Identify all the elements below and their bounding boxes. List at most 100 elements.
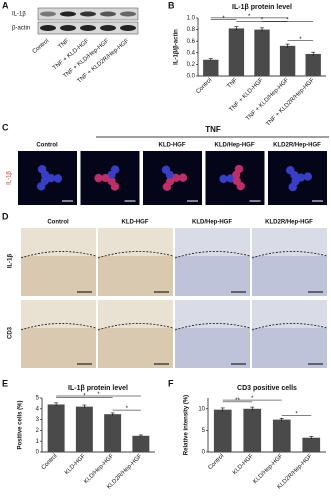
cell [53, 174, 62, 183]
y-tick-label: 1 [36, 439, 40, 445]
blot-row-label: β-actin [12, 26, 30, 32]
tissue [21, 328, 96, 368]
column-label: KLD/Hep-HGF [192, 220, 232, 226]
y-tick-label: 0 [36, 450, 40, 456]
tissue-border [20, 323, 97, 331]
column-label: Control [47, 220, 69, 226]
cell [46, 174, 55, 183]
bar [47, 404, 65, 452]
column-label: KLD2R/Hep-HGF [273, 143, 321, 149]
y-tick-label: 0.6 [187, 39, 196, 45]
x-tick-label: TNF [226, 77, 239, 90]
tissue-border [251, 323, 328, 331]
cell [40, 176, 49, 185]
bar [302, 437, 321, 452]
blot-lane-label: Control [32, 38, 51, 55]
bar [132, 435, 150, 452]
bar [203, 59, 219, 76]
panel-label: C [2, 122, 9, 132]
chart-title: IL-1β protein level [68, 385, 128, 392]
cell [94, 173, 103, 182]
cell [179, 174, 187, 183]
blot-band [120, 11, 136, 17]
column-label: KLD-HGF [122, 220, 149, 226]
panel-label: E [2, 378, 8, 388]
cell [296, 173, 305, 182]
blot-row-label: IL-1β [12, 12, 26, 18]
blot-band [60, 11, 76, 17]
y-axis-label: Relative intensity (%) [184, 395, 190, 455]
tissue-border [174, 251, 251, 259]
blot-band [100, 11, 116, 17]
cell [288, 182, 297, 191]
row-label: IL-1β [8, 254, 14, 269]
cell [171, 173, 180, 182]
bar [213, 409, 232, 452]
y-axis-label: Positive cells (%) [18, 400, 24, 449]
blot-band [80, 11, 96, 17]
y-tick-label: 2 [36, 428, 40, 434]
blot-band [80, 25, 96, 31]
significance-label: * [97, 392, 100, 398]
tissue [98, 256, 173, 296]
tissue-border [174, 323, 251, 331]
panel-label: B [168, 0, 175, 10]
y-tick-label: 0.4 [187, 50, 196, 56]
bar [75, 406, 93, 452]
panel-label: F [168, 378, 174, 388]
cell [110, 182, 119, 191]
blot-band [40, 25, 56, 31]
column-label: KLD/Hep-HGF [215, 143, 255, 149]
cell [111, 165, 120, 174]
panel-label: D [2, 211, 9, 221]
cell [232, 170, 241, 179]
y-tick-label: 10 [198, 406, 205, 412]
bar [243, 408, 262, 452]
significance-label: * [126, 406, 129, 412]
significance-label: * [83, 394, 86, 400]
tissue [252, 256, 327, 296]
cell [162, 182, 171, 191]
x-tick-label: KLD/Hep-HGF [83, 453, 115, 485]
y-axis-label: IL-1β/β-actin [174, 29, 180, 65]
significance-label: * [299, 37, 302, 43]
bar [272, 419, 291, 452]
group-label: TNF [205, 125, 221, 134]
cell [101, 173, 110, 182]
x-tick-label: Control [207, 453, 225, 471]
y-tick-label: 0 [202, 450, 206, 456]
bar [228, 28, 245, 76]
y-tick-label: 5 [36, 396, 40, 402]
cell [236, 182, 245, 191]
y-tick-label: 3 [36, 417, 40, 423]
bar [305, 53, 321, 76]
cell [303, 172, 312, 181]
blot-band [60, 25, 76, 31]
column-label: KLD-HGF [159, 143, 186, 149]
tissue [98, 328, 173, 368]
x-tick-label: KLD-HGF [232, 453, 255, 476]
blot-band [100, 25, 116, 31]
blot-band [40, 11, 56, 17]
column-label: Control [36, 143, 58, 149]
chart-title: IL-1β protein level [232, 4, 292, 11]
x-tick-label: TNF + KLD2R/Hep-HGF [265, 77, 316, 128]
column-label: KLD2R/Hep-HGF [265, 220, 313, 226]
tissue-border [97, 323, 174, 331]
tissue [175, 328, 250, 368]
bar [279, 45, 296, 76]
tissue-border [97, 251, 174, 259]
chart-title: CD3 positive cells [237, 385, 297, 392]
x-tick-label: Control [41, 453, 59, 471]
cell [38, 164, 47, 173]
panel-label: A [2, 0, 9, 10]
tissue [175, 256, 250, 296]
x-tick-label: KLD/Hep-HGF [252, 453, 284, 485]
bar [104, 414, 122, 452]
bar [254, 29, 270, 77]
significance-label: * [251, 396, 254, 402]
tissue-border [20, 251, 97, 259]
y-tick-label: 1.0 [187, 16, 196, 22]
y-tick-label: 0.8 [187, 27, 196, 33]
cell [226, 174, 235, 183]
